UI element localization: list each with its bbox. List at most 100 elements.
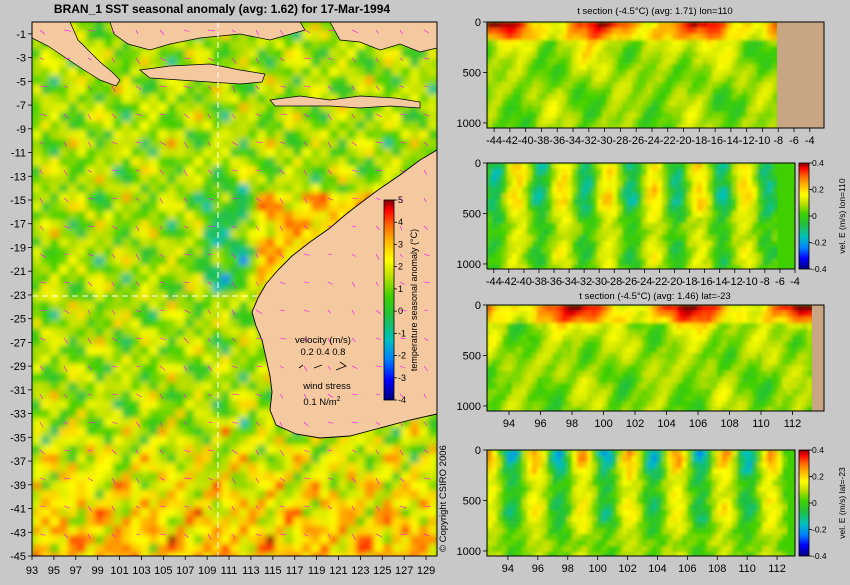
map-x-tick-label: 107	[176, 565, 194, 577]
section-x-tick-label: 96	[532, 563, 544, 575]
v-section-lon-colorbar-label: vel. E (m/s) lon=110	[837, 178, 847, 253]
map-x-tick-label: 125	[373, 565, 391, 577]
map-y-tick-label: -29	[10, 361, 26, 373]
map-x-tick-label: 95	[48, 565, 60, 577]
t-section-lon-title: t section (-4.5°C) (avg: 1.71) lon=110	[577, 6, 732, 17]
map-y-tick-label: -39	[10, 480, 26, 492]
map-y-tick-label: -11	[11, 148, 26, 160]
section-x-tick-label: -22	[651, 276, 667, 288]
map-y-tick-label: -3	[16, 53, 26, 65]
v-section-lat-colorbar: 0.40.20-0.2-0.4 vel. E (m/s) lat=-23	[799, 445, 847, 561]
section-x-tick-label: -18	[682, 276, 698, 288]
section-x-tick-label: -30	[597, 135, 613, 147]
section-x-tick-label: -18	[691, 135, 707, 147]
section-x-tick-label: -12	[727, 276, 743, 288]
section-colorbar-tick-label: -0.2	[812, 525, 827, 535]
section-y-tick-label: 500	[463, 350, 481, 362]
section-y-tick-label: 1000	[457, 546, 481, 558]
map-y-tick-label: -5	[16, 76, 26, 88]
map-y-tick-label: -17	[10, 219, 26, 231]
map-x-tick-label: 117	[286, 565, 304, 577]
map-y-tick-label: -43	[10, 527, 26, 539]
section-y-tick-label: 0	[475, 300, 481, 312]
section-x-tick-label: 102	[626, 418, 644, 430]
section-x-tick-label: -30	[591, 276, 607, 288]
map-colorbar-label: temperature seasonal anomaly (°C)	[409, 229, 419, 371]
section-x-tick-label: -28	[612, 135, 628, 147]
section-x-tick-label: 100	[594, 418, 612, 430]
section-x-tick-label: -6	[789, 135, 799, 147]
section-colorbar-tick-label: 0.2	[812, 185, 824, 195]
section-y-tick-label: 0	[475, 158, 481, 170]
section-x-tick-label: -34	[565, 135, 581, 147]
section-x-tick-label: -8	[773, 135, 783, 147]
map-colorbar-tick-label: -3	[398, 373, 406, 383]
section-x-tick-label: 112	[768, 563, 786, 575]
section-colorbar-tick-label: 0.4	[812, 158, 824, 168]
map-y-tick-label: -15	[10, 195, 26, 207]
map-y-tick-label: -37	[10, 456, 26, 468]
section-y-tick-label: 500	[463, 67, 481, 79]
section-x-tick-label: -24	[636, 276, 652, 288]
map-x-tick-label: 105	[154, 565, 172, 577]
section-x-tick-label: 98	[562, 563, 574, 575]
section-y-tick-label: 1000	[457, 118, 481, 130]
wind-legend-title: wind stress	[302, 381, 351, 392]
section-colorbar-tick-label: -0.2	[812, 238, 827, 248]
map-y-tick-label: -9	[16, 124, 26, 136]
map-x-tick-label: 121	[329, 565, 347, 577]
section-y-tick-label: 1000	[457, 259, 481, 271]
map-x-tick-label: 101	[110, 565, 128, 577]
map-x-tick-label: 97	[70, 565, 82, 577]
map-colorbar-tick-label: 2	[398, 262, 403, 272]
t-section-lon-plot	[487, 22, 824, 131]
section-y-tick-label: 500	[463, 495, 481, 507]
section-x-tick-label: 94	[503, 418, 515, 430]
map-colorbar-tick-label: 0	[398, 306, 403, 316]
velocity-legend-title: velocity (m/s)	[295, 335, 351, 346]
section-x-tick-label: 106	[678, 563, 696, 575]
map-y-axis: -1-3-5-7-9-11-13-15-17-19-21-23-25-27-29…	[10, 29, 32, 563]
section-colorbar-tick-label: -0.4	[812, 551, 827, 561]
section-colorbar-tick-label: 0	[812, 211, 817, 221]
section-x-tick-label: 108	[708, 563, 726, 575]
v-section-lon-plot	[487, 163, 795, 272]
section-x-tick-label: 108	[720, 418, 738, 430]
section-y-tick-label: 500	[463, 208, 481, 220]
map-colorbar-tick-label: -4	[398, 395, 406, 405]
section-x-tick-label: -40	[516, 276, 532, 288]
section-x-tick-label: -42	[501, 276, 517, 288]
section-x-tick-label: -44	[486, 135, 502, 147]
section-y-tick-label: 0	[475, 17, 481, 29]
section-x-tick-label: -4	[790, 276, 800, 288]
section-x-tick-label: -26	[621, 276, 637, 288]
map-colorbar-tick-label: -2	[398, 351, 406, 361]
section-x-tick-label: 110	[738, 563, 756, 575]
section-x-tick-label: -16	[707, 135, 723, 147]
section-x-tick-label: -44	[486, 276, 502, 288]
map-title: BRAN_1 SST seasonal anomaly (avg: 1.62) …	[54, 2, 390, 16]
section-x-tick-label: 100	[588, 563, 606, 575]
section-x-tick-label: -26	[628, 135, 644, 147]
section-x-tick-label: -16	[697, 276, 713, 288]
section-x-tick-label: -34	[561, 276, 577, 288]
section-x-tick-label: -14	[723, 135, 739, 147]
map-x-tick-label: 127	[395, 565, 413, 577]
section-x-tick-label: -42	[502, 135, 518, 147]
wind-legend-value: 0.1 N/m2	[303, 396, 340, 408]
map-y-tick-label: -45	[10, 551, 26, 563]
section-x-tick-label: -22	[660, 135, 676, 147]
section-x-tick-label: -28	[606, 276, 622, 288]
t-section-lat-title: t section (-4.5°C) (avg: 1.46) lat=-23	[579, 291, 730, 302]
v-section-lat-colorbar-label: vel. E (m/s) lat=-23	[837, 467, 847, 539]
section-colorbar-tick-label: 0.4	[812, 445, 824, 455]
map-x-tick-label: 129	[417, 565, 435, 577]
v-section-lon-colorbar: 0.40.20-0.2-0.4 vel. E (m/s) lon=110	[799, 158, 847, 274]
map-x-tick-label: 111	[221, 565, 238, 577]
section-x-tick-label: -10	[754, 135, 770, 147]
section-x-tick-label: -32	[581, 135, 597, 147]
map-x-tick-label: 109	[198, 565, 216, 577]
map-y-tick-label: -35	[10, 432, 26, 444]
